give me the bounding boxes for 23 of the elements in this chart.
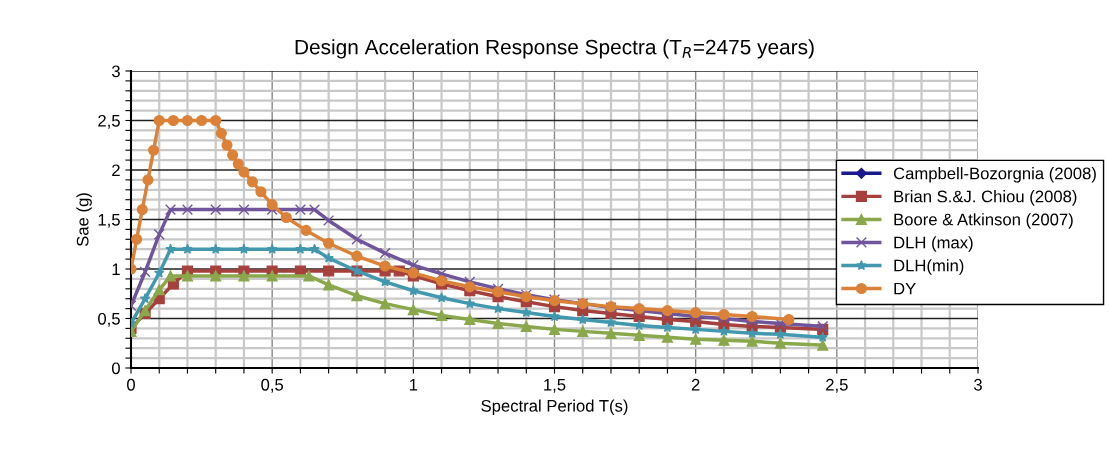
legend-label: DLH (max) xyxy=(894,236,973,252)
x-tick-label: 1 xyxy=(409,379,418,391)
legend-label: Boore & Atkinson (2007) xyxy=(894,213,1073,229)
legend-label: DLH(min) xyxy=(894,259,964,275)
legend-label: Campbell-Bozorgnia (2008) xyxy=(893,167,1096,183)
x-tick-label: 3 xyxy=(974,378,982,391)
x-tick-label: 2 xyxy=(691,378,700,391)
y-tick-label: 2 xyxy=(112,164,120,177)
y-tick-label: 0 xyxy=(111,362,120,375)
y-tick-label: 1 xyxy=(112,263,120,276)
x-tick-label: 0,5 xyxy=(261,378,284,393)
chart-title: Design Acceleration Response Spectra (T$_{R}$=2475 years) xyxy=(295,39,814,59)
x-tick-label: 0 xyxy=(127,378,135,391)
y-tick-label: 1,5 xyxy=(98,214,120,228)
y-tick-label: 2,5 xyxy=(98,114,120,129)
x-axis-title: Spectral Period T(s) xyxy=(481,399,628,416)
y-tick-label: 0,5 xyxy=(98,312,120,327)
legend-label: DY xyxy=(894,282,916,295)
y-axis-title: Sae (g) xyxy=(76,193,92,247)
x-tick-label: 1,5 xyxy=(544,379,566,393)
x-tick-label: 2,5 xyxy=(826,378,848,393)
legend-label: Brian S.&J. Chiou (2008) xyxy=(894,190,1077,206)
y-tick-label: 3 xyxy=(111,65,120,78)
